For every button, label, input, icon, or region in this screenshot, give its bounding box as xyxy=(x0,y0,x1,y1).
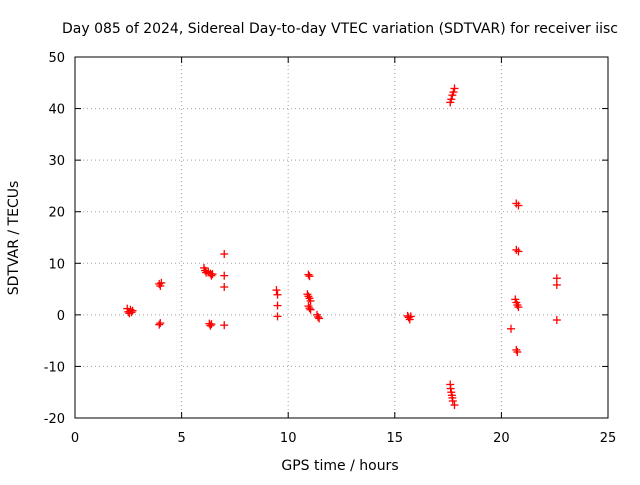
data-point xyxy=(127,308,136,317)
x-tick-label: 10 xyxy=(280,431,297,446)
data-point xyxy=(306,296,315,305)
grid-layer xyxy=(75,57,608,418)
x-tick-label: 0 xyxy=(71,431,79,446)
data-point xyxy=(506,324,515,333)
data-point xyxy=(206,321,215,330)
y-tick-label: 40 xyxy=(48,103,65,118)
y-tick-label: 50 xyxy=(48,51,65,66)
data-point xyxy=(305,304,314,313)
y-tick-label: 0 xyxy=(57,309,65,324)
x-tick-label: 15 xyxy=(387,431,404,446)
data-point xyxy=(305,272,314,281)
data-point xyxy=(273,301,282,310)
data-point xyxy=(450,401,459,410)
data-point xyxy=(315,314,324,323)
y-tick-label: 10 xyxy=(48,257,65,272)
x-axis-title: GPS time / hours xyxy=(281,458,398,474)
data-point xyxy=(273,290,282,299)
data-point xyxy=(449,88,458,97)
y-tick-label: -10 xyxy=(44,360,65,375)
data-point xyxy=(157,278,166,287)
data-point xyxy=(513,347,522,356)
x-tick-label: 25 xyxy=(600,431,617,446)
data-point xyxy=(314,312,323,321)
data-point xyxy=(406,312,415,321)
data-point xyxy=(208,270,217,279)
data-point xyxy=(128,306,137,315)
chart-title: Day 085 of 2024, Sidereal Day-to-day VTE… xyxy=(62,21,618,37)
data-point xyxy=(272,286,281,295)
data-point xyxy=(447,95,456,104)
data-point xyxy=(220,283,229,292)
data-point xyxy=(273,312,282,321)
data-point xyxy=(552,274,561,283)
data-point xyxy=(448,396,457,405)
data-point xyxy=(552,316,561,325)
data-point xyxy=(450,84,459,93)
data-point xyxy=(514,201,523,210)
data-point xyxy=(514,303,523,312)
data-point xyxy=(207,271,216,280)
data-point xyxy=(514,247,523,256)
data-point xyxy=(156,319,165,328)
y-tick-label: 20 xyxy=(48,206,65,221)
y-tick-label: 30 xyxy=(48,154,65,169)
data-point xyxy=(304,270,313,279)
data-point xyxy=(220,321,229,330)
ticks-layer: 0 5 10 15 20 25 -20 -10 0 10 20 30 40 50 xyxy=(44,51,617,446)
plot-frame xyxy=(74,56,609,419)
data-points-layer xyxy=(123,84,561,410)
data-point xyxy=(552,280,561,289)
data-point xyxy=(220,271,229,280)
y-axis-title: SDTVAR / TECUs xyxy=(6,181,22,296)
x-tick-label: 5 xyxy=(177,431,185,446)
data-point xyxy=(207,320,216,329)
x-tick-label: 20 xyxy=(493,431,510,446)
data-point xyxy=(155,320,164,329)
data-point xyxy=(306,305,315,314)
data-point xyxy=(220,250,229,259)
y-tick-label: -20 xyxy=(44,412,65,427)
